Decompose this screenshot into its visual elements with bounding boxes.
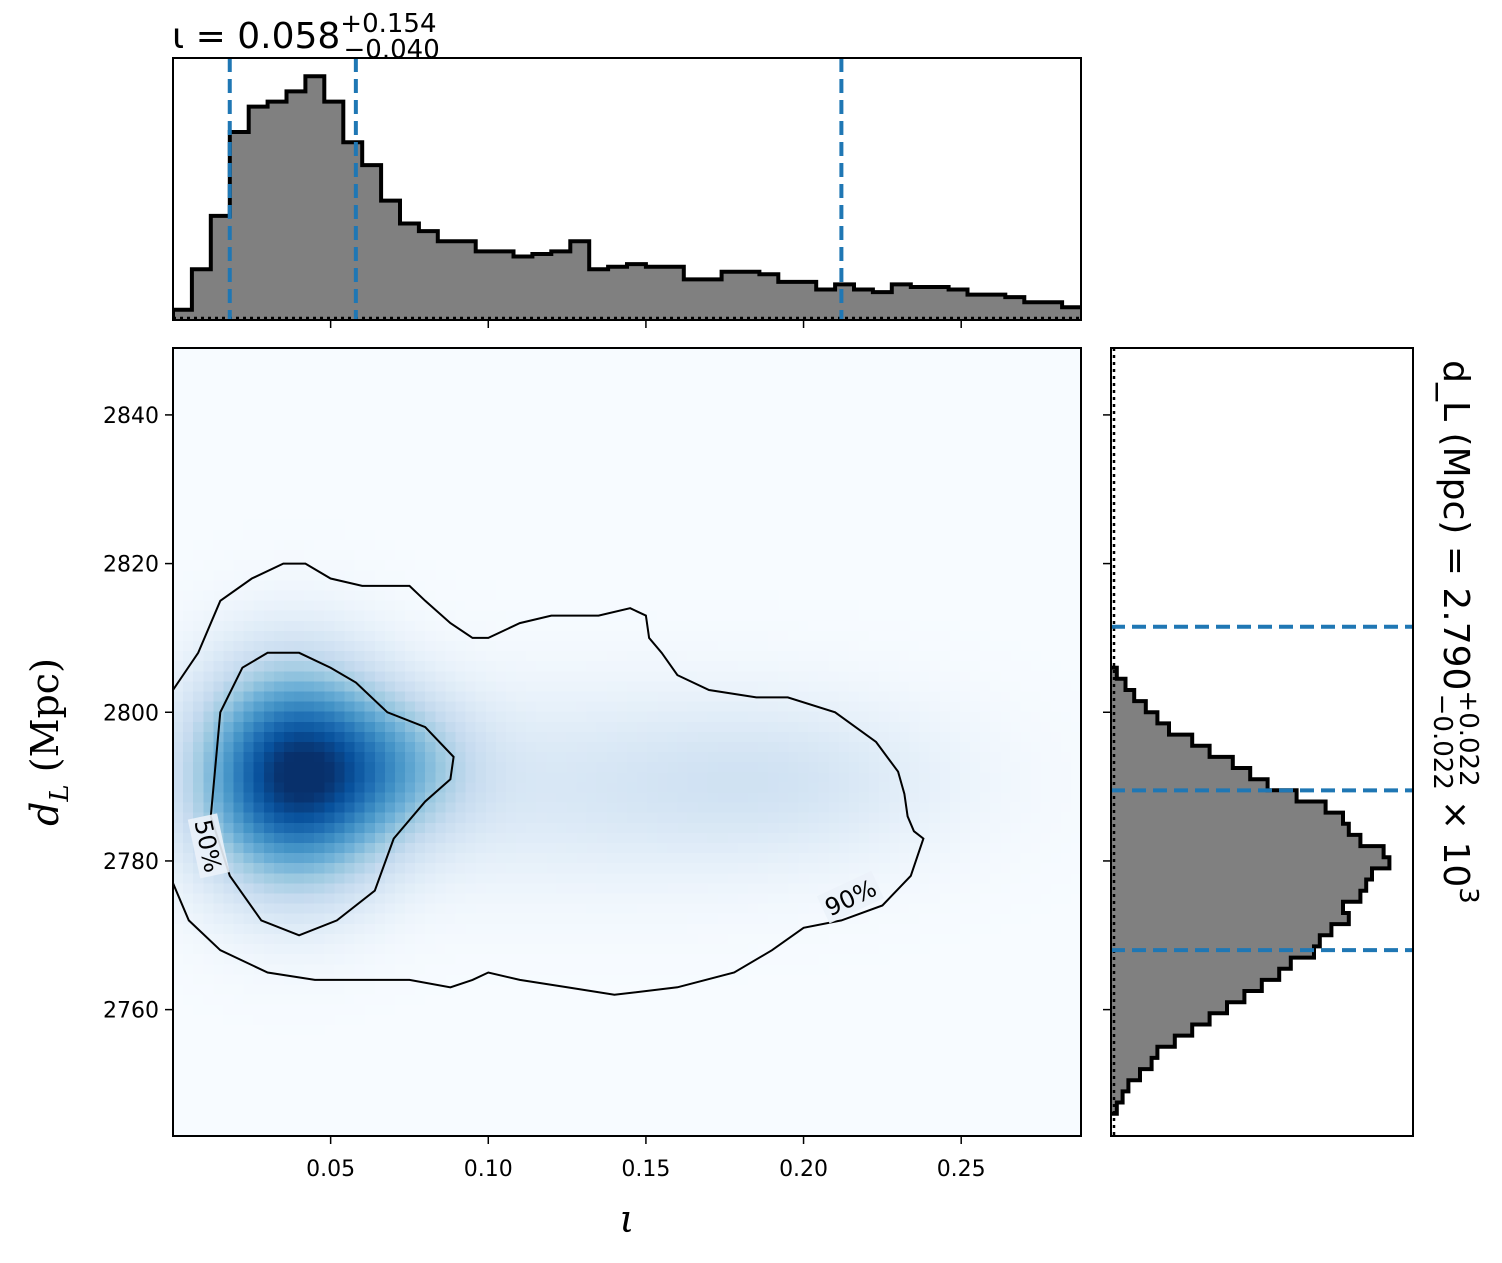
density-heatmap <box>173 348 1081 1136</box>
ylabel-d: d <box>23 802 67 826</box>
right-title-main: d_L (Mpc) = 2.790 <box>1435 360 1476 690</box>
right-frame <box>1110 347 1414 1137</box>
right-title-sub: −0.022 <box>1427 694 1457 790</box>
contour-label-bg <box>816 870 884 924</box>
x-axis-label: ι <box>620 1197 635 1241</box>
joint-density-plot: 50%90%0.05 0.10 0.15 0.20 0.2527602780280028… <box>103 347 1082 1182</box>
top-histogram-fill <box>173 76 1081 320</box>
y-tick-label: 2820 <box>103 553 159 578</box>
y-tick-label: 2840 <box>103 404 159 429</box>
x-tick-label: 0.25 <box>937 1157 986 1182</box>
joint-frame <box>172 347 1082 1137</box>
right-title-suffix: × 10 <box>1435 800 1476 887</box>
right-histogram-fill <box>1111 667 1390 1114</box>
y-tick-label: 2800 <box>103 701 159 726</box>
x-tick-label: 0.10 <box>464 1157 513 1182</box>
top-histogram-step <box>173 74 1081 320</box>
ylabel-sub: L <box>45 784 75 802</box>
x-tick-label: 0.05 <box>306 1157 355 1182</box>
x-tick-label: 0.15 <box>621 1157 670 1182</box>
x-tick-label: 0.20 <box>779 1157 828 1182</box>
top-frame <box>172 57 1082 321</box>
right-title-sup: +0.022 <box>1453 690 1483 786</box>
top-marginal-title: ι = 0.058+0.154 −0.040 <box>172 9 440 65</box>
y-axis-label: dL (Mpc) <box>23 658 75 826</box>
top-title-main: ι = 0.058 <box>172 16 340 57</box>
contour-90pct <box>173 562 925 996</box>
right-histogram-step <box>1111 665 1392 1116</box>
top-title-sup: +0.154 <box>340 9 436 39</box>
top-title-sub: −0.040 <box>344 35 440 65</box>
y-tick-label: 2760 <box>103 999 159 1024</box>
right-marginal-title: d_L (Mpc) = 2.790+0.022−0.022 × 103 <box>1427 360 1483 904</box>
contour-label-bg <box>187 813 230 879</box>
right-marginal-histogram <box>1103 347 1414 1137</box>
contour-50pct <box>209 651 455 937</box>
y-tick-label: 2780 <box>103 850 159 875</box>
ylabel-rest: (Mpc) <box>23 658 67 784</box>
top-marginal-histogram <box>172 57 1082 328</box>
right-title-exp: 3 <box>1453 887 1483 904</box>
